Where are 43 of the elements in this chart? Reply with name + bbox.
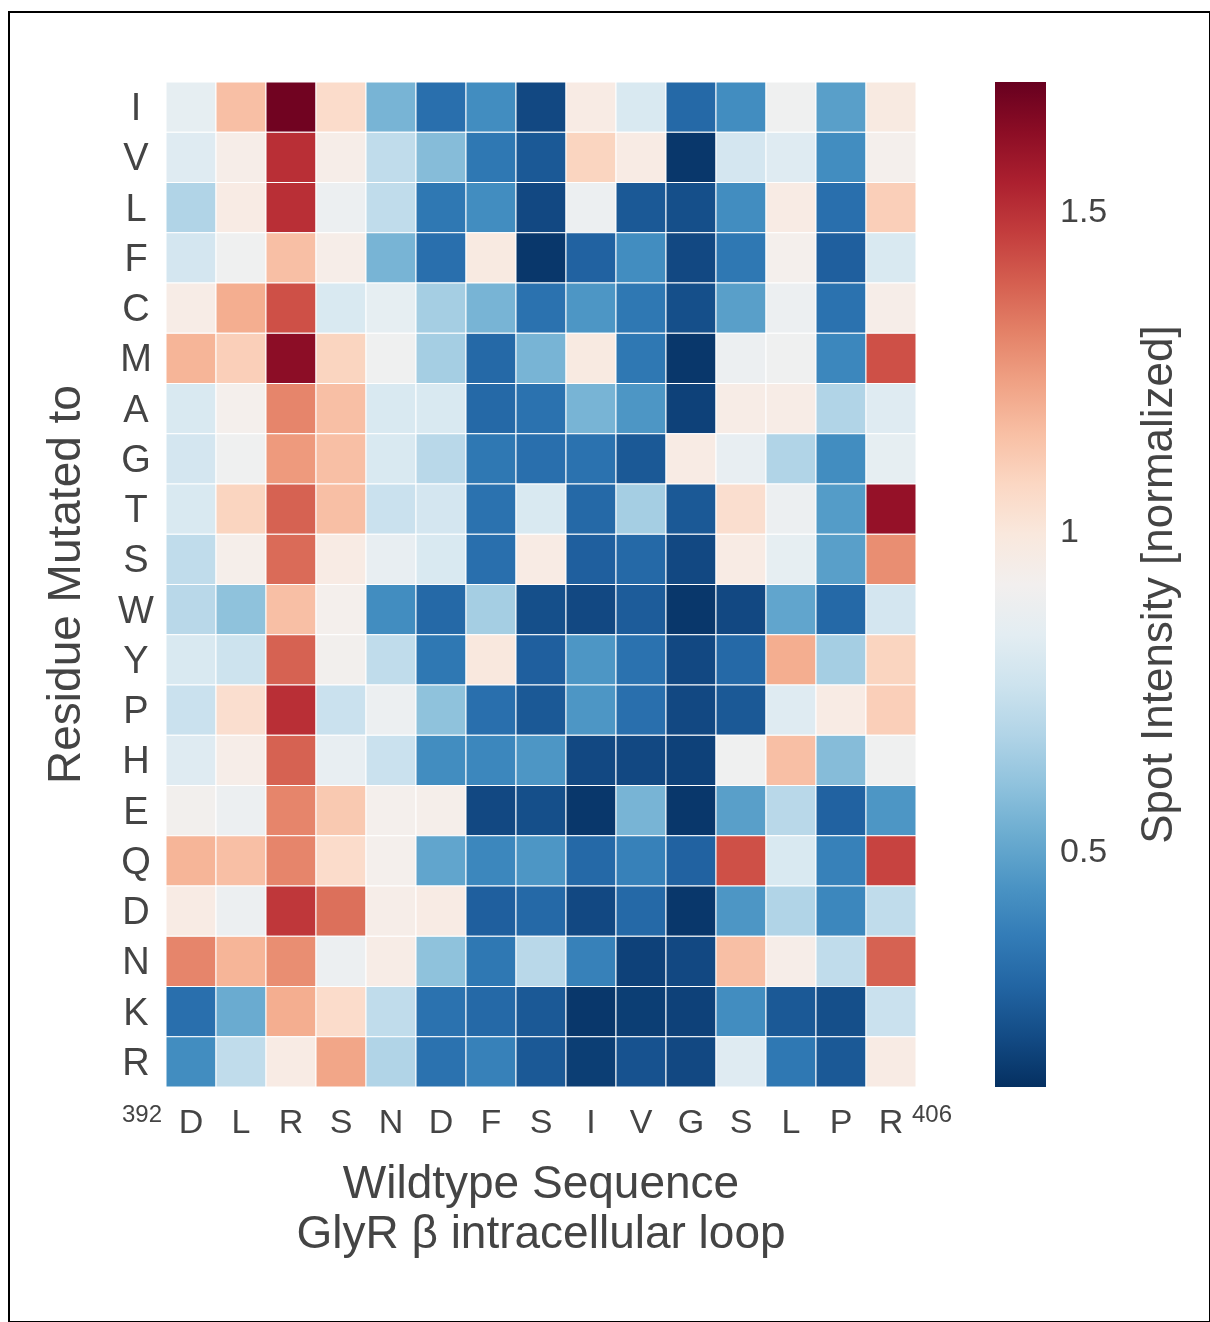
y-tick-label: M (120, 337, 152, 380)
y-tick-label: D (122, 890, 150, 933)
x-tick-label: V (629, 1102, 653, 1140)
x-tick-label: D (178, 1102, 204, 1140)
y-tick-label: Y (123, 638, 149, 681)
y-tick-label: Q (121, 839, 151, 882)
y-tick-label: H (122, 739, 150, 782)
y-tick-label: T (124, 488, 148, 531)
y-tick-label: A (123, 387, 150, 430)
color-bar-label: 1.5 (1060, 191, 1108, 230)
x-tick-label: S (529, 1102, 553, 1140)
y-tick-label: R (122, 1040, 150, 1083)
x-tick-label: R (878, 1102, 904, 1140)
x-tick-label: S (329, 1102, 353, 1140)
color-bar-label: 1 (1060, 511, 1079, 550)
y-tick-label: K (123, 990, 149, 1033)
x-tick-label: R (278, 1102, 304, 1140)
x-tick-label: N (378, 1102, 404, 1140)
y-tick-label: V (123, 136, 150, 179)
y-tick-label: F (124, 236, 148, 279)
x-tick-label: P (829, 1102, 853, 1140)
y-tick-label: E (123, 789, 149, 832)
x-tick-label: F (480, 1102, 502, 1140)
x-tick-label: D (428, 1102, 454, 1140)
color-bar-label: 0.5 (1060, 831, 1108, 870)
y-tick-label: P (123, 689, 149, 732)
y-tick-label: G (121, 437, 151, 480)
y-tick-label: I (130, 86, 142, 129)
x-tick-label: L (231, 1102, 251, 1140)
y-axis-title: Residue Mutated to (38, 385, 90, 784)
text: 392 (121, 1100, 162, 1127)
x-tick-label: L (781, 1102, 801, 1140)
text: 406 (912, 1100, 953, 1127)
x-tick-label: I (586, 1102, 596, 1140)
y-tick-label: S (123, 538, 149, 581)
y-tick-label: W (118, 588, 155, 631)
x-axis-title: Wildtype Sequence GlyR β intracellular loop (296, 1156, 786, 1258)
y-tick-label: N (122, 940, 150, 983)
y-tick-label: L (125, 186, 147, 229)
y-tick-label: C (122, 287, 150, 330)
x-tick-label: G (677, 1102, 705, 1140)
color-bar-title: Spot Intensity [normalized] (1132, 325, 1181, 844)
x-tick-label: S (729, 1102, 753, 1140)
